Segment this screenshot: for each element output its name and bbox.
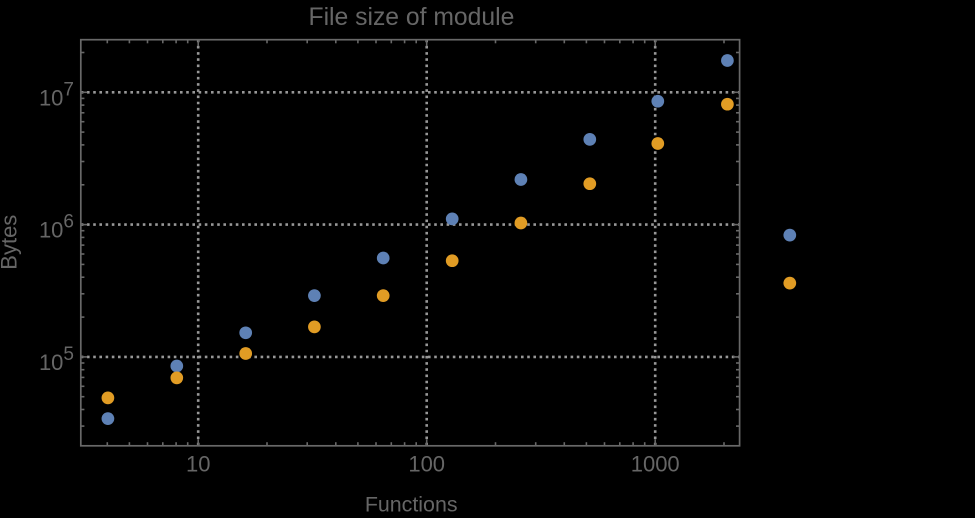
svg-text:107: 107 <box>39 79 74 110</box>
svg-text:File size of module: File size of module <box>308 4 514 31</box>
svg-text:Bytes: Bytes <box>0 215 21 270</box>
svg-text:10: 10 <box>186 452 210 477</box>
svg-text:100: 100 <box>408 452 445 477</box>
svg-text:105: 105 <box>39 344 74 375</box>
svg-text:1000: 1000 <box>631 452 680 477</box>
svg-text:Functions: Functions <box>365 493 458 513</box>
